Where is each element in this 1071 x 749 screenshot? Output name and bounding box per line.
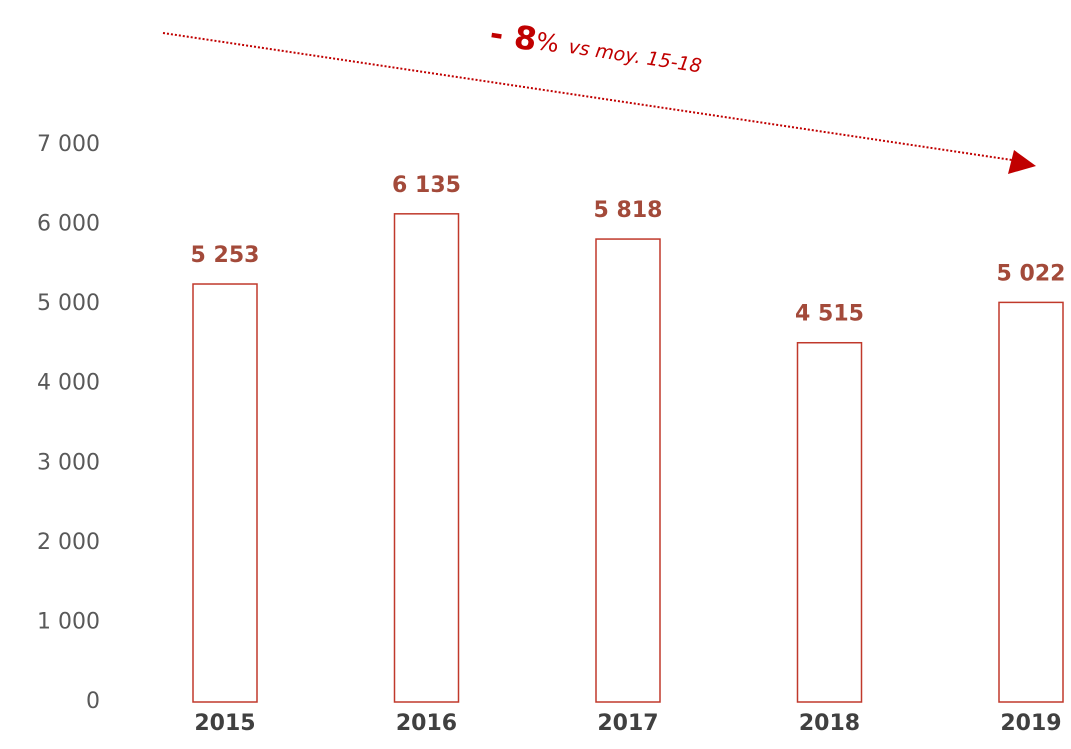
x-tick-label: 2018 [799,711,860,736]
bar [998,301,1064,703]
trend-arrow-line [162,32,1013,161]
value-label: 5 253 [191,243,260,268]
value-label: 6 135 [392,173,461,198]
x-tick-label: 2017 [597,711,658,736]
bar [595,238,661,703]
y-tick-label: 1 000 [37,609,100,634]
annotation-text: vs moy. 15-18 [567,35,703,77]
y-tick-label: 4 000 [37,371,100,396]
value-label: 4 515 [795,302,864,327]
y-tick-label: 2 000 [37,530,100,555]
y-tick-label: 3 000 [37,450,100,475]
y-tick-label: 5 000 [37,291,100,316]
y-tick-label: 0 [86,689,100,714]
annotation-value: - 8 [487,14,539,58]
y-tick-label: 6 000 [37,212,100,237]
bar [393,213,460,703]
x-tick-label: 2015 [194,711,255,736]
value-label: 5 022 [997,261,1066,286]
value-label: 5 818 [594,198,663,223]
x-tick-label: 2019 [1000,711,1061,736]
bar [192,283,258,703]
bar [796,341,863,703]
x-tick-label: 2016 [396,711,457,736]
trend-arrow-head [1008,150,1036,174]
annotation-unit: % [534,27,561,58]
trend-annotation: - 8% vs moy. 15-18 [487,14,704,83]
y-tick-label: 7 000 [37,132,100,157]
